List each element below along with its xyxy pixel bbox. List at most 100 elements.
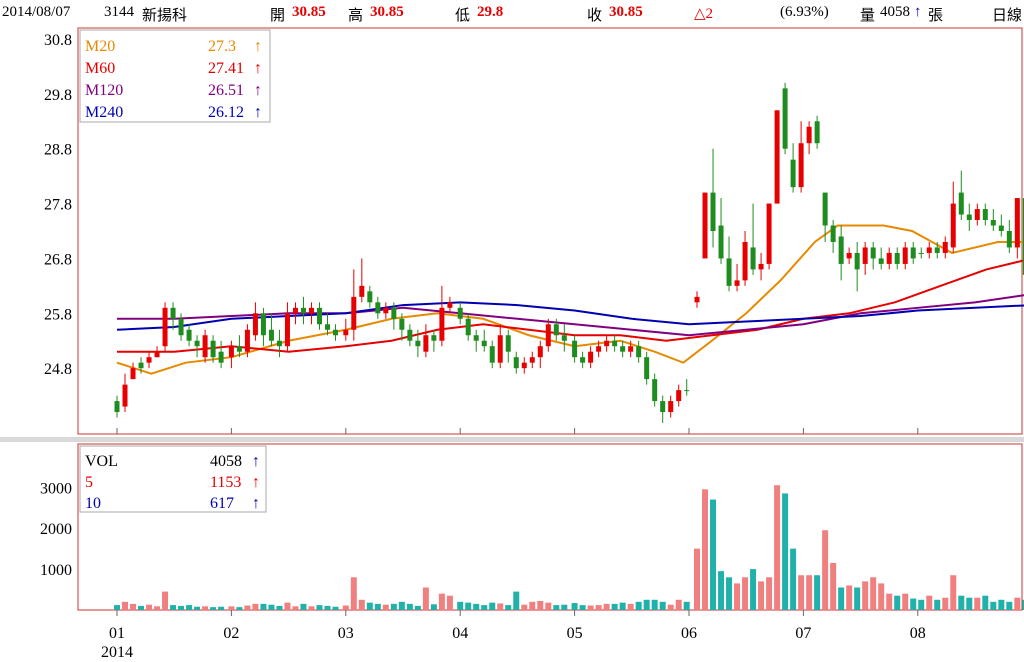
candle-body	[154, 351, 160, 358]
volume-tick-label: 3000	[40, 480, 72, 497]
candle	[210, 335, 216, 363]
candle	[604, 335, 610, 352]
volume-legend-name: 10	[85, 495, 101, 512]
volume-bar	[465, 602, 472, 610]
volume-bar	[218, 606, 225, 610]
price-tick-label: 28.8	[44, 142, 72, 159]
candle-body	[537, 346, 543, 358]
volume-bar	[366, 602, 373, 610]
volume-bar	[446, 595, 453, 610]
volume-bar	[382, 604, 389, 610]
candle	[990, 209, 996, 231]
candle-body	[1014, 198, 1020, 248]
volume-legend-value: 617	[210, 495, 234, 512]
volume-bar	[710, 499, 717, 610]
candle-body	[694, 296, 700, 303]
volume-bar	[806, 575, 813, 610]
up-arrow-icon: ↑	[254, 82, 262, 99]
candle	[324, 313, 330, 336]
volume-bar	[146, 604, 153, 610]
candle-body	[644, 357, 650, 380]
candle-body	[333, 329, 339, 336]
candle-body	[228, 346, 234, 358]
volume-bar	[643, 599, 650, 610]
volume-bar	[268, 604, 275, 610]
volume-bar	[114, 605, 120, 610]
candle	[846, 247, 852, 264]
month-label: 07	[795, 625, 811, 642]
candle	[537, 340, 543, 369]
candle	[351, 269, 357, 341]
candle	[202, 329, 208, 363]
panel-separator	[0, 437, 1024, 442]
volume-bar	[228, 606, 235, 610]
candle	[830, 220, 836, 253]
volume-unit: 張	[928, 8, 944, 24]
volume-bar	[430, 604, 437, 610]
volume-bar	[1014, 597, 1021, 610]
volume-legend-name: VOL	[85, 453, 118, 470]
high-label: 高	[348, 8, 364, 24]
volume-bar	[300, 603, 307, 610]
candle-body	[702, 192, 708, 259]
candle	[481, 329, 487, 352]
volume-tick-label: 1000	[40, 562, 72, 579]
volume-bar	[798, 575, 805, 610]
volume-bar	[202, 606, 209, 610]
candle	[194, 335, 200, 358]
candle	[902, 241, 908, 270]
candle-body	[588, 351, 594, 363]
candle-body	[252, 313, 258, 336]
ma-legend-box	[79, 29, 271, 123]
volume-bar	[122, 601, 129, 610]
volume-bar	[734, 583, 741, 610]
candle	[236, 335, 242, 358]
candle	[766, 203, 772, 270]
candle	[513, 351, 519, 374]
candle-body	[910, 247, 916, 259]
month-label: 01	[109, 625, 125, 642]
volume-bar	[766, 577, 773, 610]
candle-body	[710, 192, 716, 231]
close-value: 30.85	[609, 4, 643, 20]
volume-bar	[635, 601, 642, 610]
candle-body	[982, 209, 988, 221]
candle-body	[950, 203, 956, 248]
candle	[718, 198, 724, 264]
candle	[758, 252, 764, 281]
candle-body	[415, 340, 421, 347]
candle	[300, 296, 306, 325]
volume-bar	[902, 593, 909, 610]
price-tick-label: 26.8	[44, 251, 72, 268]
candle-body	[529, 357, 535, 363]
volume-bar	[966, 597, 973, 610]
candle-body	[375, 302, 381, 314]
candle-body	[465, 318, 471, 336]
candle	[878, 247, 884, 270]
volume-bar	[521, 604, 528, 610]
ma-legend-name: M120	[85, 82, 123, 99]
volume-bar	[138, 605, 145, 610]
candle-body	[894, 252, 900, 264]
candle	[1006, 220, 1012, 253]
volume-bar	[702, 489, 709, 610]
candle-body	[300, 307, 306, 314]
candle-body	[854, 252, 860, 270]
candle	[726, 236, 732, 292]
volume-bar	[390, 603, 397, 610]
volume-bar	[934, 599, 941, 610]
candle	[870, 241, 876, 270]
volume-bar	[998, 599, 1005, 610]
candle-body	[750, 247, 756, 270]
candle-body	[620, 346, 626, 352]
volume-bar	[782, 493, 789, 610]
candle-body	[942, 241, 948, 253]
candle-body	[934, 247, 940, 253]
volume-bar	[742, 577, 749, 610]
period-tab[interactable]: 日線	[992, 8, 1023, 24]
candle	[926, 241, 932, 259]
candle	[447, 296, 453, 314]
candle	[886, 247, 892, 270]
candle	[742, 231, 748, 286]
